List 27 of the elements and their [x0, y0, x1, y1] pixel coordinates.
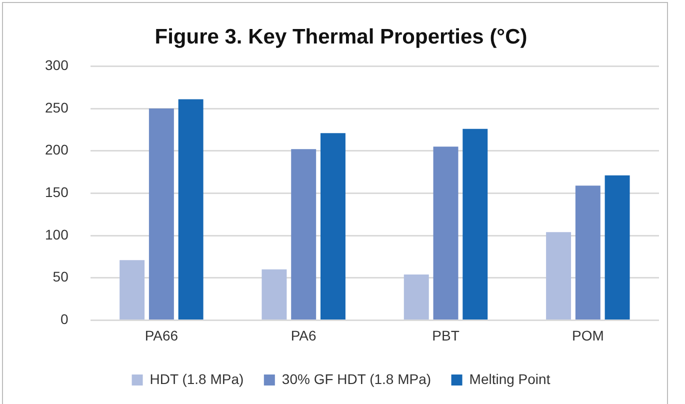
- x-tick-label: POM: [572, 327, 604, 344]
- y-tick-label: 300: [45, 57, 69, 74]
- legend-label: Melting Point: [469, 370, 550, 387]
- y-tick-label: 250: [45, 99, 69, 116]
- x-tick-label: PA6: [290, 327, 317, 344]
- bar: [320, 133, 346, 320]
- legend-label: 30% GF HDT (1.8 MPa): [282, 370, 432, 387]
- y-tick-label: 200: [45, 142, 69, 158]
- bar: [462, 128, 488, 320]
- legend-label: HDT (1.8 MPa): [150, 370, 244, 387]
- y-tick-label: 50: [52, 268, 69, 285]
- bar: [291, 149, 316, 320]
- y-tick-label: 100: [45, 226, 69, 242]
- bar: [575, 186, 600, 320]
- bar: [433, 146, 458, 320]
- bar: [546, 232, 572, 320]
- bar: [120, 260, 145, 320]
- bar: [604, 175, 630, 320]
- bar: [148, 108, 174, 320]
- x-tick-label: PA66: [144, 327, 178, 344]
- bar: [178, 99, 204, 320]
- y-tick-label: 150: [45, 184, 69, 200]
- chart-title: Figure 3. Key Thermal Properties (°C): [154, 25, 528, 48]
- x-tick-label: PBT: [432, 327, 460, 344]
- y-tick-label: 0: [60, 311, 69, 328]
- bar: [404, 274, 429, 320]
- bar: [262, 269, 287, 320]
